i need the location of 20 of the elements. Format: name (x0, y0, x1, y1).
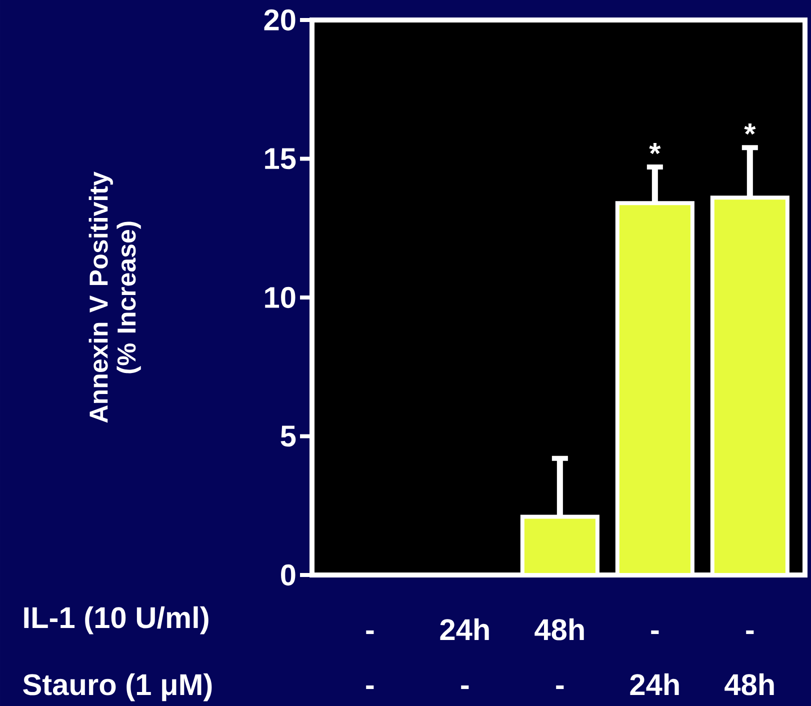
x-tick-label: - (366, 630, 374, 634)
y-tick-label: 0 (281, 564, 296, 586)
text: - (556, 685, 564, 690)
text: - (366, 685, 374, 690)
text: Stauro (1 μM) (23, 673, 212, 702)
data-label: * (744, 124, 756, 135)
y-tick-label: 10 (265, 286, 296, 308)
text: 24h (630, 673, 679, 695)
data-label: * (649, 142, 661, 154)
y-tick-label: 15 (265, 148, 296, 170)
text: - (461, 685, 469, 690)
y-tick-label: 5 (280, 426, 296, 447)
x-tick-label: - (651, 630, 659, 634)
y-tick-label: 20 (264, 9, 296, 31)
x-tick-label: 24h (440, 618, 489, 640)
x-tick-label: - (746, 630, 754, 634)
text: 48h (724, 673, 774, 696)
text: IL-1 (10 U/ml) (24, 606, 208, 634)
x-tick-label: 48h (534, 618, 584, 640)
y-axis-title: Annexin V Positivity (% Increase) (88, 172, 141, 423)
